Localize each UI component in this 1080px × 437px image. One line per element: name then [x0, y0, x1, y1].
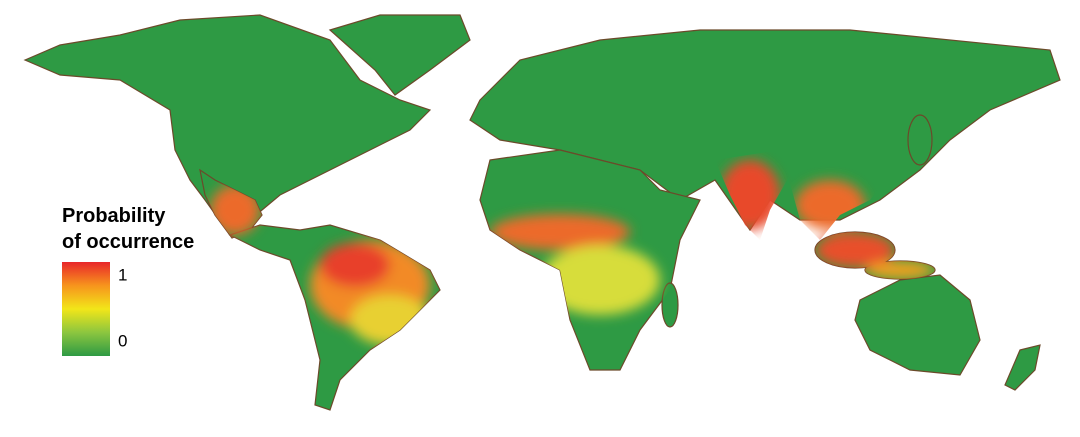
legend-title: of occurrence	[62, 231, 194, 253]
color-bar	[62, 262, 110, 356]
land	[23, 14, 1061, 411]
legend: Probability of occurrence 1 0	[62, 205, 194, 356]
legend-tick-label: 0	[118, 331, 127, 350]
legend-title: Probability	[62, 205, 166, 227]
legend-tick-label: 1	[118, 265, 127, 284]
